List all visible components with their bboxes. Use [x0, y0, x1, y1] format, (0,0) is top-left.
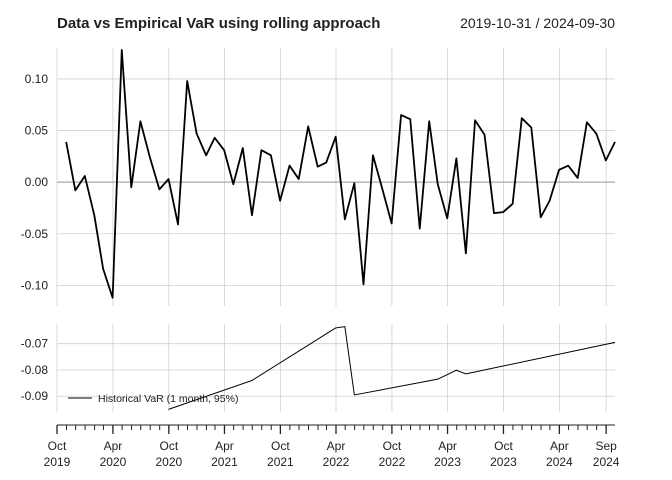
x-tick-month-label: Oct	[383, 439, 402, 453]
x-tick-year-label: 2022	[323, 455, 350, 469]
x-tick-year-label: 2019	[44, 455, 71, 469]
top-ytick-label: 0.05	[25, 124, 49, 138]
x-tick-month-label: Oct	[494, 439, 513, 453]
bottom-ytick-label: -0.08	[21, 363, 49, 377]
chart-title: Data vs Empirical VaR using rolling appr…	[57, 15, 380, 32]
date-range-label: 2019-10-31 / 2024-09-30	[460, 15, 615, 31]
bottom-ytick-label: -0.09	[21, 389, 49, 403]
x-tick-year-label: 2023	[434, 455, 461, 469]
x-tick-year-label: 2024	[593, 455, 620, 469]
x-tick-month-label: Apr	[104, 439, 123, 453]
x-tick-month-label: Apr	[215, 439, 234, 453]
x-tick-month-label: Apr	[438, 439, 457, 453]
top-ytick-label: -0.05	[21, 227, 49, 241]
bottom-series-line-0	[168, 326, 616, 410]
var-panel: -0.07 -0.08 -0.09 Historical VaR (1 month, …	[21, 324, 616, 412]
x-tick-month-label: Oct	[271, 439, 290, 453]
top-series-line-0	[65, 49, 616, 299]
top-ytick-label: 0.00	[25, 175, 49, 189]
x-tick-year-label: 2021	[267, 455, 294, 469]
x-tick-year-label: 2021	[211, 455, 238, 469]
x-tick-year-label: 2023	[490, 455, 517, 469]
x-tick-month-label: Apr	[550, 439, 569, 453]
x-tick-month-label: Oct	[48, 439, 67, 453]
x-tick-year-label: 2020	[100, 455, 127, 469]
x-tick-year-label: 2020	[155, 455, 182, 469]
x-tick-year-label: 2022	[379, 455, 406, 469]
top-ytick-label: 0.10	[25, 72, 49, 86]
x-tick-month-label: Oct	[160, 439, 179, 453]
x-tick-month-label: Sep	[595, 439, 617, 453]
returns-panel: 0.10 0.05 0.00 -0.05 -0.10	[21, 48, 616, 306]
x-axis: Oct 2019 Apr 2020 Oct 2020 Apr 2021 Oct 2021 Apr 20…	[44, 424, 620, 469]
x-tick-year-label: 2024	[546, 455, 573, 469]
bottom-ytick-label: -0.07	[21, 337, 49, 351]
top-ytick-label: -0.10	[21, 278, 49, 292]
x-tick-month-label: Apr	[327, 439, 346, 453]
legend-label: Historical VaR (1 month, 95%)	[98, 393, 238, 405]
